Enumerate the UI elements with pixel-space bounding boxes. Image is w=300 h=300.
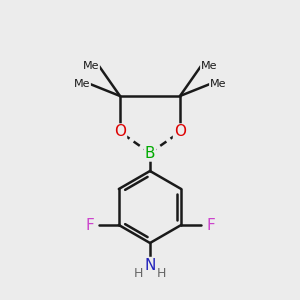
Text: Me: Me bbox=[201, 61, 217, 71]
Text: H: H bbox=[157, 267, 166, 280]
Text: F: F bbox=[85, 218, 94, 232]
Text: Me: Me bbox=[74, 79, 90, 89]
Text: Me: Me bbox=[82, 61, 99, 71]
Text: Me: Me bbox=[210, 79, 226, 89]
Text: O: O bbox=[114, 124, 126, 140]
Text: N: N bbox=[144, 258, 156, 273]
Text: H: H bbox=[134, 267, 143, 280]
Text: O: O bbox=[174, 124, 186, 140]
Text: B: B bbox=[145, 146, 155, 160]
Text: F: F bbox=[206, 218, 215, 232]
